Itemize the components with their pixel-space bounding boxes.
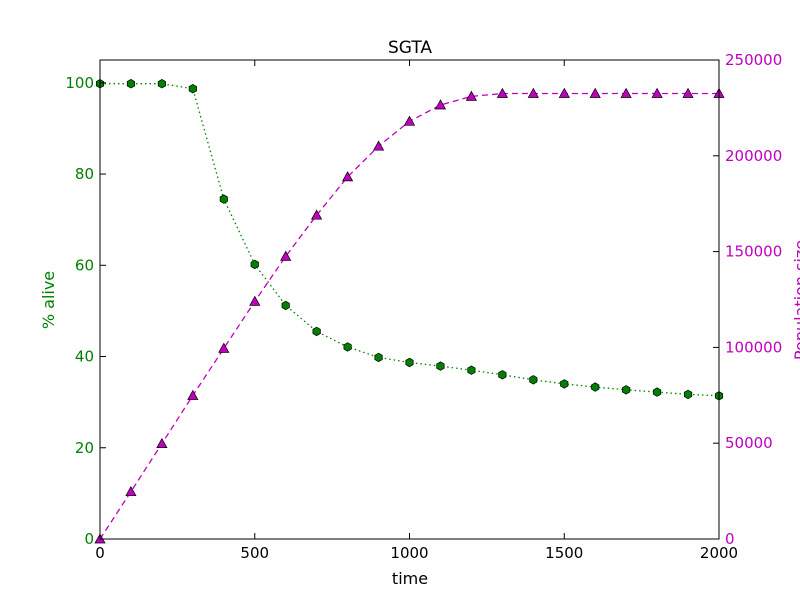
x-tick-label: 500 <box>240 544 269 562</box>
series-1-point <box>157 78 166 89</box>
series-1-line <box>100 83 720 397</box>
series-2-point <box>311 209 323 220</box>
x-tick-label: 1000 <box>390 544 428 562</box>
y-left-tick-label: 100 <box>65 74 94 92</box>
series-1-point <box>188 83 197 94</box>
series-2-point <box>218 342 230 353</box>
y-right-tick-label: 250000 <box>725 51 782 69</box>
series-2-point <box>620 87 632 98</box>
y-left-tick-label: 40 <box>75 348 94 366</box>
axes-layer: 0 500 1000 1500 2000020406080100050000100000… <box>65 51 782 562</box>
series-2-point <box>373 140 385 151</box>
y-left-tick-label: 20 <box>75 439 94 457</box>
y-axis-left-label: % alive <box>39 271 58 329</box>
series-2-point <box>249 295 261 306</box>
y-left-tick-label: 0 <box>84 530 94 548</box>
series-1-point <box>405 357 414 368</box>
series-2-point <box>496 87 508 98</box>
series-2-line <box>99 92 719 540</box>
y-right-tick-label: 150000 <box>725 243 782 261</box>
series-1-point <box>467 365 476 375</box>
series-1-point <box>219 194 228 204</box>
x-tick-label: 1500 <box>545 544 583 562</box>
series-1-point <box>126 78 136 89</box>
series-2-point <box>403 115 416 126</box>
series-1-point <box>374 352 383 363</box>
y-right-tick-label: 100000 <box>725 338 782 356</box>
series-1-point <box>653 387 662 397</box>
series-1-point <box>622 385 631 395</box>
series-2-point <box>465 90 477 101</box>
y-right-tick-label: 200000 <box>725 147 782 165</box>
series-1-point <box>312 326 321 337</box>
x-axis-label: time <box>392 569 428 588</box>
y-right-tick-label: 0 <box>725 530 735 548</box>
x-tick-label: 0 <box>95 544 105 562</box>
series-2-point <box>527 87 539 98</box>
series-1-point <box>591 382 600 392</box>
plot-frame <box>99 59 720 540</box>
y-left-tick-label: 60 <box>75 256 94 274</box>
series-1-point <box>281 300 290 311</box>
series-1-point <box>436 361 445 371</box>
y-right-tick-label: 50000 <box>725 434 773 452</box>
series-1-point <box>529 375 538 385</box>
series-layer <box>94 78 725 544</box>
series-2-point <box>342 171 354 182</box>
series-2-point <box>280 250 292 261</box>
x-tick-label: 2000 <box>700 544 738 562</box>
series-1-point <box>498 370 507 380</box>
y-left-tick-label: 80 <box>75 165 94 183</box>
chart-title: SGTA <box>388 38 432 58</box>
y-axis-right-label: Population size <box>791 240 800 360</box>
series-1-point <box>250 259 259 270</box>
series-2-point <box>682 87 694 98</box>
series-2-point <box>187 389 199 400</box>
series-2-point <box>434 99 447 110</box>
series-2-point <box>156 437 168 448</box>
series-1-point <box>343 342 352 352</box>
series-1-point <box>560 379 569 389</box>
series-2-point <box>589 87 601 98</box>
series-2-point <box>125 485 137 497</box>
series-2-point <box>558 87 570 98</box>
series-1-point <box>683 389 693 400</box>
series-2-point <box>651 87 663 98</box>
